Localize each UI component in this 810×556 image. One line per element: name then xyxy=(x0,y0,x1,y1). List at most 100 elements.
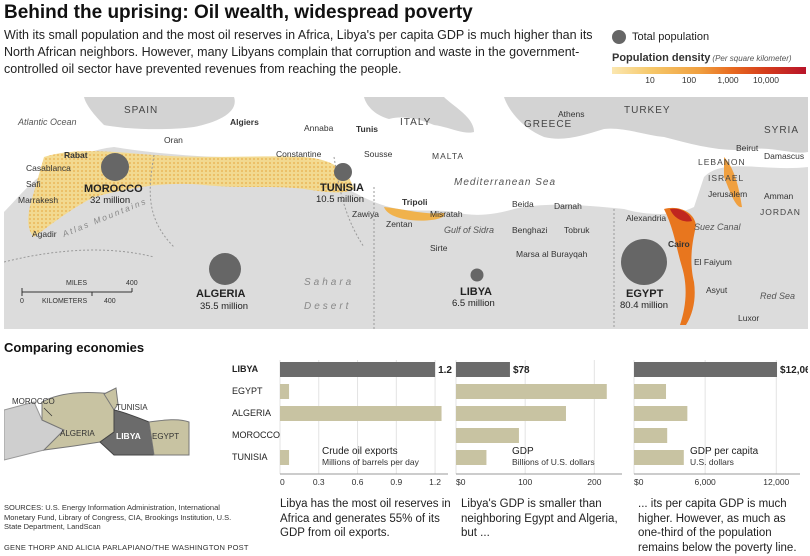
intro-text: With its small population and the most o… xyxy=(4,28,593,76)
map-label-sahara: Sahara xyxy=(304,277,354,288)
egypt-population-circle xyxy=(621,239,667,285)
category-label: LIBYA xyxy=(232,364,259,374)
map-city: Constantine xyxy=(276,149,322,159)
scale-mi-max: 400 xyxy=(126,280,138,287)
bar-algeria xyxy=(456,406,566,421)
density-tick: 100 xyxy=(681,75,697,85)
map-city: Beida xyxy=(512,199,534,209)
tick-label: 100 xyxy=(518,477,532,487)
tick-label: 0.9 xyxy=(390,477,402,487)
locator-map: MOROCCO TUNISIA ALGERIA LIBYA EGYPT xyxy=(3,360,224,470)
map-legend: Total population Population density (Per … xyxy=(612,30,808,86)
bar-algeria xyxy=(634,406,688,421)
map-city: Marsa al Burayqah xyxy=(516,249,588,259)
morocco-population-circle xyxy=(101,153,129,181)
comparison-title: Comparing economies xyxy=(4,340,145,355)
map-label-mediterranean: Mediterranean Sea xyxy=(454,177,556,188)
tunisia-population-circle xyxy=(334,163,352,181)
tick-label: 0 xyxy=(280,477,285,487)
bar-tunisia xyxy=(634,450,684,465)
inset-label-egypt: EGYPT xyxy=(152,432,179,441)
map-label-algeria-pop: 35.5 million xyxy=(200,301,248,312)
map-label-gulf-of-sidra: Gulf of Sidra xyxy=(444,225,494,235)
map-label-algeria: ALGERIA xyxy=(196,288,246,300)
map-city: Oran xyxy=(164,135,183,145)
map-city: Benghazi xyxy=(512,225,548,235)
map-label-egypt-pop: 80.4 million xyxy=(620,300,668,311)
bar-tunisia xyxy=(456,450,487,465)
caption-oil: Libya has the most oil reserves in Afric… xyxy=(280,498,451,539)
libya-population-circle xyxy=(470,268,484,282)
page-title: Behind the uprising: Oil wealth, widespr… xyxy=(4,2,473,23)
map-city: Casablanca xyxy=(26,163,71,173)
map-city: Alexandria xyxy=(626,213,666,223)
map-label-tunisia: TUNISIA xyxy=(320,182,364,194)
map-scale-bar: MILES KILOMETERS 0 400 400 xyxy=(20,280,138,305)
map-city: Luxor xyxy=(738,313,759,323)
map-city: Algiers xyxy=(230,117,259,127)
map-city: Safi xyxy=(26,179,41,189)
inset-label-libya: LIBYA xyxy=(116,431,141,441)
legend-total-population-label: Total population xyxy=(632,31,710,43)
map-label-lebanon: LEBANON xyxy=(698,157,746,167)
map-city: Agadir xyxy=(32,229,57,239)
chart-oil-exports: 0 0.3 0.6 0.9 1.2 LIBYA 1.2 EGYPT ALGERIA MOROCCO… xyxy=(230,356,452,501)
chart-unit-label: Millions of barrels per day xyxy=(322,457,420,467)
caption-gdp-per-capita: ... its per capita GDP is much higher. H… xyxy=(638,498,797,554)
algeria-population-circle xyxy=(209,253,241,285)
scale-km-max: 400 xyxy=(104,298,116,305)
tick-label: 6,000 xyxy=(695,477,717,487)
map-city: Darnah xyxy=(554,201,582,211)
bar-egypt xyxy=(456,384,607,399)
map-label-suez-canal: Suez Canal xyxy=(694,222,742,232)
map-city: El Faiyum xyxy=(694,257,732,267)
map-city: Sirte xyxy=(430,243,448,253)
map-label-morocco-pop: 32 million xyxy=(90,195,130,206)
map-city: Jerusalem xyxy=(708,189,747,199)
map-label-greece: GREECE xyxy=(524,119,572,130)
chart-oil-exports-svg: 0 0.3 0.6 0.9 1.2 LIBYA 1.2 EGYPT ALGERIA MOROCCO… xyxy=(232,360,452,487)
map-label-desert: Desert xyxy=(304,301,351,312)
map-city: Tunis xyxy=(356,124,378,134)
map-city: Zentan xyxy=(386,219,413,229)
tick-label: 0.6 xyxy=(352,477,364,487)
map-city: Marrakesh xyxy=(18,195,58,205)
map-label-syria: SYRIA xyxy=(764,125,799,136)
density-ticks: 10 100 1,000 10,000 xyxy=(612,74,808,86)
map-label-jordan: JORDAN xyxy=(760,207,801,217)
tick-label: 1.2 xyxy=(429,477,441,487)
map-label-libya: LIBYA xyxy=(460,286,492,298)
chart-title: GDP per capita xyxy=(690,446,759,457)
inset-label-morocco: MOROCCO xyxy=(12,397,55,406)
map-label-libya-pop: 6.5 million xyxy=(452,298,495,309)
map-city: Tripoli xyxy=(402,197,428,207)
chart-title: Crude oil exports xyxy=(322,446,398,457)
scale-km-label: KILOMETERS xyxy=(42,298,87,305)
map-city: Amman xyxy=(764,191,794,201)
scale-zero: 0 xyxy=(20,298,24,305)
map-city: Tobruk xyxy=(564,225,590,235)
map-city: Beirut xyxy=(736,143,759,153)
map-city: Misratah xyxy=(430,209,463,219)
map-city: Rabat xyxy=(64,150,88,160)
chart-unit-label: U.S. dollars xyxy=(690,457,734,467)
map-label-atlantic: Atlantic Ocean xyxy=(17,117,77,127)
tick-label: $0 xyxy=(456,477,466,487)
bar-libya xyxy=(280,362,436,377)
legend-density-unit: (Per square kilometer) xyxy=(712,54,792,63)
density-tick: 10 xyxy=(645,75,655,85)
category-label: MOROCCO xyxy=(232,430,280,440)
legend-total-population: Total population xyxy=(612,30,808,44)
caption-gdp: Libya's GDP is smaller than neighboring … xyxy=(461,498,618,539)
inset-label-tunisia: TUNISIA xyxy=(116,403,148,412)
density-tick: 10,000 xyxy=(753,75,779,85)
map-city: Asyut xyxy=(706,285,728,295)
density-tick: 1,000 xyxy=(717,75,739,85)
map-city: Zawiya xyxy=(352,209,379,219)
map-city: Athens xyxy=(558,109,584,119)
credit-line: GENE THORP AND ALICIA PARLAPIANO/THE WAS… xyxy=(4,543,249,552)
chart-unit-label: Billions of U.S. dollars xyxy=(512,457,595,467)
population-dot-icon xyxy=(612,30,626,44)
